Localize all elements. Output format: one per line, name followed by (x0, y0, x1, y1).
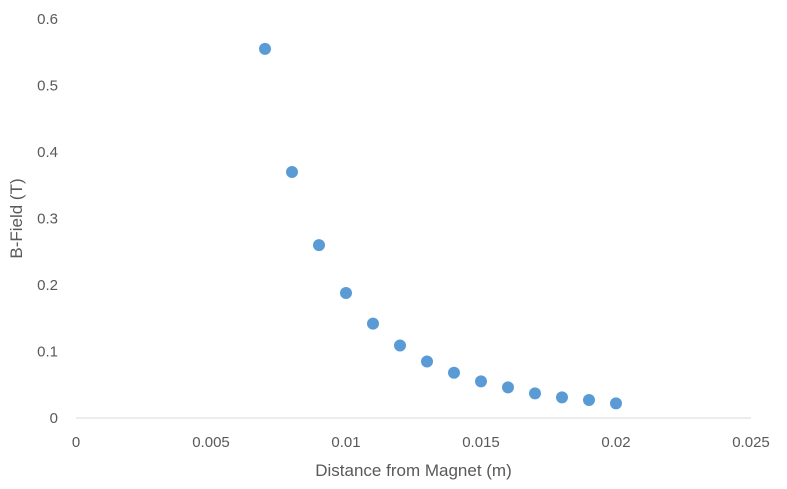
data-point (286, 165, 298, 178)
data-point (259, 42, 271, 55)
x-tick-label: 0.005 (192, 434, 230, 451)
y-tick-label: 0.3 (37, 211, 58, 228)
data-point (367, 317, 379, 330)
data-point (421, 355, 433, 368)
x-tick-label: 0 (72, 434, 80, 451)
x-axis-title: Distance from Magnet (m) (315, 461, 512, 480)
y-tick-label: 0.4 (37, 144, 58, 161)
y-tick-label: 0.1 (37, 344, 58, 361)
data-point (502, 381, 514, 394)
x-tick-label: 0.01 (331, 434, 360, 451)
x-tick-label: 0.015 (462, 434, 500, 451)
y-tick-label: 0.5 (37, 78, 58, 95)
data-point (313, 239, 325, 252)
y-tick-label: 0 (50, 410, 58, 427)
data-points (259, 42, 622, 410)
data-point (583, 394, 595, 407)
y-tick-label: 0.6 (37, 11, 58, 28)
data-point (556, 391, 568, 404)
data-point (394, 339, 406, 352)
data-point (340, 286, 352, 299)
y-axis-ticks: 0 0.1 0.2 0.3 0.4 0.5 0.6 (37, 11, 58, 427)
y-tick-label: 0.2 (37, 277, 58, 294)
data-point (529, 387, 541, 400)
data-point (448, 366, 460, 379)
data-point (610, 397, 622, 410)
x-tick-label: 0.025 (732, 434, 770, 451)
x-axis-ticks: 0 0.005 0.01 0.015 0.02 0.025 (72, 434, 770, 451)
y-axis-title: B-Field (T) (7, 178, 26, 258)
x-tick-label: 0.02 (601, 434, 630, 451)
data-point (475, 375, 487, 388)
